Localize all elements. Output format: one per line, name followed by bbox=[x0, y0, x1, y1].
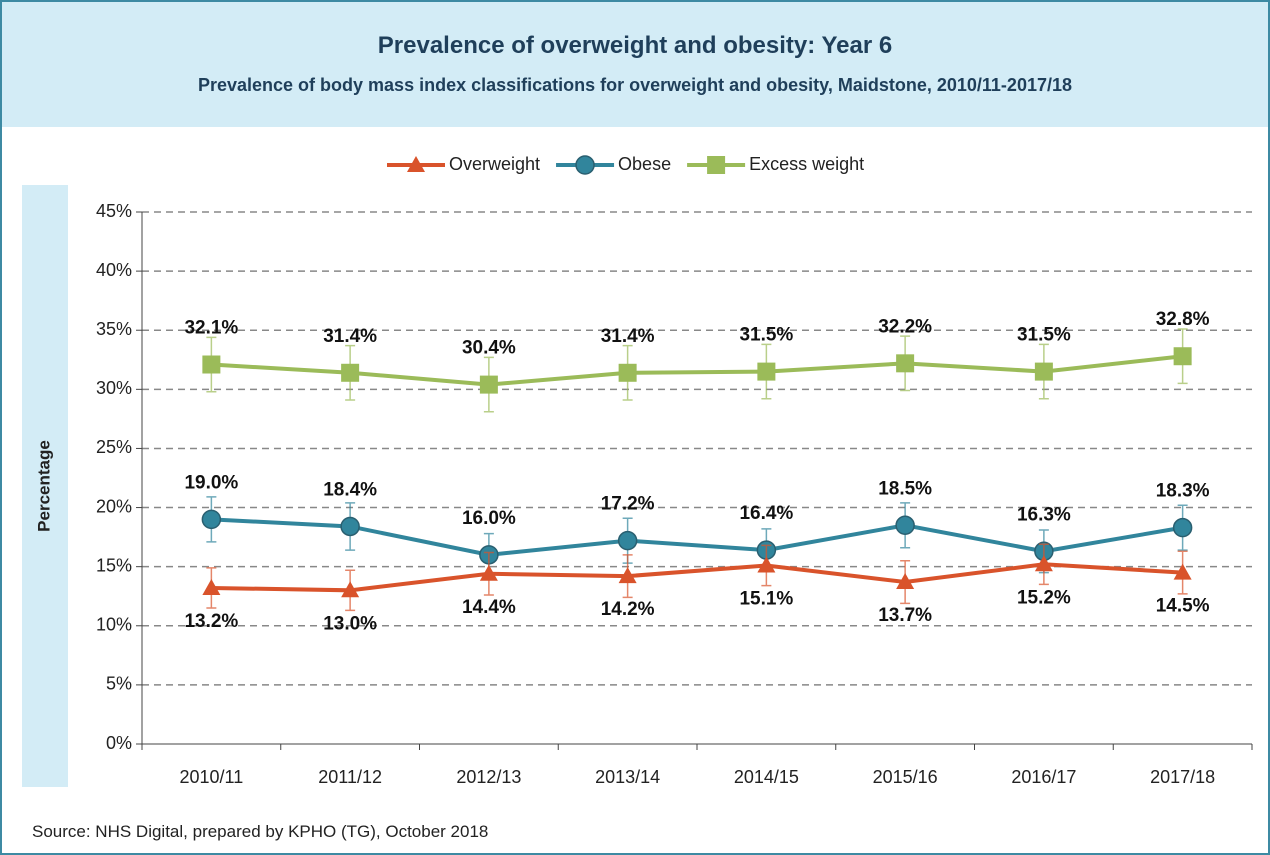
marker bbox=[575, 155, 595, 175]
marker bbox=[1034, 362, 1053, 381]
x-tick-label: 2015/16 bbox=[873, 767, 938, 787]
data-label: 14.5% bbox=[1156, 596, 1210, 617]
y-tick-label: 30% bbox=[96, 378, 132, 398]
marker bbox=[618, 567, 637, 584]
data-label: 13.2% bbox=[184, 611, 238, 632]
marker bbox=[479, 564, 498, 581]
x-tick-label: 2012/13 bbox=[456, 767, 521, 787]
marker bbox=[341, 363, 360, 382]
legend-label: Obese bbox=[618, 154, 671, 174]
data-label: 18.4% bbox=[323, 479, 377, 500]
y-tick-label: 5% bbox=[106, 674, 132, 694]
x-tick-label: 2013/14 bbox=[595, 767, 660, 787]
header-band bbox=[2, 2, 1268, 127]
marker bbox=[1034, 555, 1053, 572]
marker bbox=[340, 516, 360, 537]
series-line bbox=[211, 354, 1183, 387]
marker bbox=[895, 515, 915, 536]
data-label: 13.0% bbox=[323, 613, 377, 634]
chart-title: Prevalence of overweight and obesity: Ye… bbox=[377, 32, 893, 59]
data-label: 19.0% bbox=[184, 472, 238, 493]
data-label: 31.5% bbox=[1017, 325, 1071, 346]
y-tick-label: 40% bbox=[96, 260, 132, 280]
marker bbox=[707, 156, 726, 174]
source-note: Source: NHS Digital, prepared by KPHO (T… bbox=[32, 822, 489, 841]
y-tick-label: 35% bbox=[96, 319, 132, 339]
y-tick-label: 20% bbox=[96, 496, 132, 516]
data-label: 15.2% bbox=[1017, 587, 1071, 608]
legend-label: Excess weight bbox=[749, 154, 864, 174]
x-tick-label: 2010/11 bbox=[180, 767, 244, 787]
series-line bbox=[211, 562, 1183, 593]
data-label: 32.1% bbox=[184, 318, 238, 339]
marker bbox=[407, 156, 425, 172]
data-label: 13.7% bbox=[878, 605, 932, 626]
data-label: 31.4% bbox=[323, 326, 377, 347]
y-label-band bbox=[22, 185, 68, 787]
marker bbox=[896, 354, 915, 373]
chart-subtitle: Prevalence of body mass index classifica… bbox=[197, 75, 1072, 95]
data-label: 14.4% bbox=[462, 597, 516, 618]
data-label: 15.1% bbox=[739, 589, 793, 610]
marker bbox=[1172, 517, 1193, 538]
data-label: 16.4% bbox=[739, 503, 793, 524]
marker bbox=[757, 556, 776, 573]
y-tick-label: 15% bbox=[96, 555, 132, 575]
data-label: 16.0% bbox=[462, 508, 516, 529]
y-tick-label: 0% bbox=[106, 733, 132, 753]
data-label: 17.2% bbox=[601, 494, 655, 515]
y-tick-label: 45% bbox=[96, 201, 132, 221]
x-tick-label: 2017/18 bbox=[1150, 767, 1215, 787]
marker bbox=[1173, 563, 1192, 580]
x-tick-label: 2011/12 bbox=[318, 767, 382, 787]
marker bbox=[896, 573, 915, 590]
data-label: 31.4% bbox=[601, 326, 655, 347]
data-label: 18.5% bbox=[878, 478, 932, 499]
y-tick-label: 10% bbox=[96, 615, 132, 635]
marker bbox=[757, 362, 776, 381]
marker bbox=[617, 530, 638, 551]
data-label: 14.2% bbox=[601, 599, 655, 620]
x-tick-label: 2014/15 bbox=[734, 767, 799, 787]
y-axis-label: Percentage bbox=[34, 440, 53, 532]
y-tick-label: 25% bbox=[96, 437, 132, 457]
marker bbox=[202, 578, 221, 595]
marker bbox=[479, 375, 498, 394]
data-label: 32.8% bbox=[1156, 309, 1210, 330]
marker bbox=[341, 581, 360, 598]
series-line bbox=[211, 517, 1183, 557]
legend-label: Overweight bbox=[449, 154, 540, 174]
data-label: 30.4% bbox=[462, 338, 516, 359]
marker bbox=[1173, 347, 1192, 366]
data-label: 18.3% bbox=[1156, 481, 1210, 502]
data-label: 16.3% bbox=[1017, 504, 1071, 525]
data-label: 32.2% bbox=[878, 316, 932, 337]
marker bbox=[618, 363, 637, 382]
data-label: 31.5% bbox=[739, 325, 793, 346]
marker bbox=[201, 509, 222, 530]
x-tick-label: 2016/17 bbox=[1011, 767, 1076, 787]
marker bbox=[202, 355, 221, 374]
